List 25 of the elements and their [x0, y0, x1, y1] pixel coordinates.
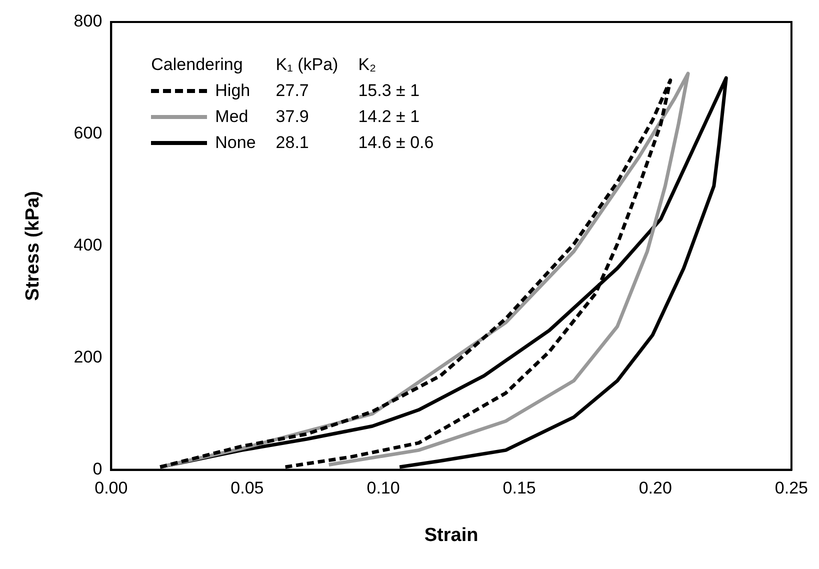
- y-tick-label: 200: [74, 348, 102, 367]
- x-tick-label: 0.00: [94, 478, 128, 498]
- legend-label: Med: [214, 106, 250, 128]
- x-axis-title: Strain: [424, 524, 478, 546]
- y-tick-label: 400: [74, 236, 102, 255]
- annotation: K₁ (kPa): [274, 54, 340, 76]
- y-axis-title: Stress (kPa): [22, 190, 44, 301]
- annotation: K₂: [357, 54, 378, 76]
- annotation: 27.7: [274, 80, 310, 102]
- x-tick-label: 0.25: [774, 478, 808, 498]
- y-tick-label: 600: [74, 124, 102, 143]
- legend-label: High: [214, 80, 252, 102]
- x-tick-label: 0.20: [638, 478, 672, 498]
- annotation: 15.3 ± 1: [357, 80, 421, 102]
- legend-label: None: [214, 132, 257, 154]
- annotation: 28.1: [274, 132, 310, 154]
- x-tick-label: 0.10: [366, 478, 400, 498]
- annotation: 14.2 ± 1: [357, 106, 421, 128]
- annotation: 37.9: [274, 106, 310, 128]
- annotation: 14.6 ± 0.6: [357, 132, 435, 154]
- legend-title: Calendering: [150, 54, 244, 76]
- y-tick-label: 800: [74, 12, 102, 31]
- y-tick-label: 0: [92, 459, 102, 478]
- x-tick-label: 0.15: [502, 478, 536, 498]
- x-tick-label: 0.05: [230, 478, 264, 498]
